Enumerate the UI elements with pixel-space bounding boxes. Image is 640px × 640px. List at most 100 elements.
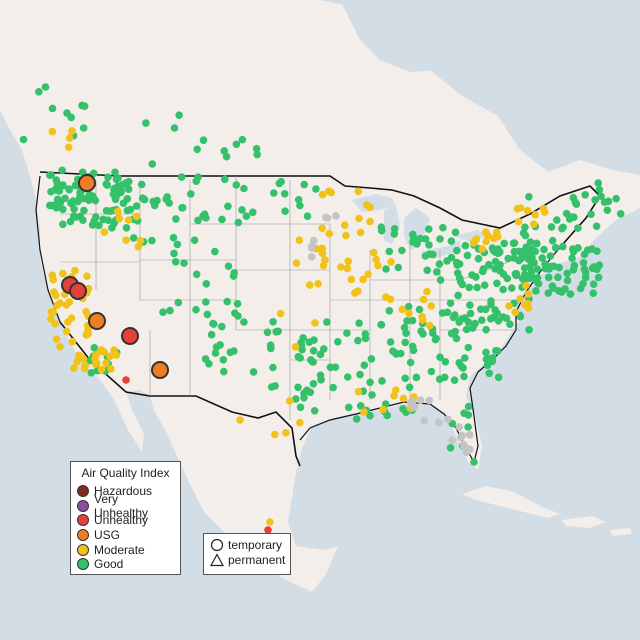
monitor-marker-moderate: [47, 315, 55, 323]
monitor-marker-good: [491, 257, 500, 266]
monitor-markers: [19, 83, 625, 534]
monitor-marker-good: [568, 254, 576, 262]
monitor-marker-good: [440, 373, 449, 382]
monitor-marker-good: [307, 356, 315, 364]
monitor-marker-moderate: [282, 429, 290, 437]
monitor-marker-good: [502, 314, 511, 323]
monitor-marker-moderate: [360, 408, 368, 416]
monitor-marker-good: [477, 305, 485, 314]
monitor-marker-good: [112, 193, 120, 201]
monitor-marker-moderate: [68, 127, 76, 135]
monitor-marker-good: [385, 247, 394, 256]
monitor-marker-good: [222, 152, 231, 161]
large-monitor-markers: [61, 174, 169, 379]
monitor-marker-good: [47, 171, 55, 179]
usg-swatch: [77, 529, 89, 542]
monitor-marker-good: [499, 270, 508, 279]
monitor-marker-moderate: [266, 518, 274, 526]
monitor-marker-good: [425, 241, 433, 249]
monitor-marker-good: [470, 458, 478, 466]
monitor-marker-good: [555, 263, 563, 272]
monitor-marker-no-data: [409, 403, 418, 412]
monitor-marker-moderate: [47, 308, 55, 316]
monitor-marker-good: [595, 185, 604, 194]
monitor-marker-good: [488, 357, 497, 366]
monitor-marker-good: [129, 234, 138, 242]
monitor-marker-good: [518, 250, 527, 259]
monitor-marker-good: [570, 261, 579, 270]
monitor-marker-good: [52, 176, 61, 184]
monitor-marker-good: [59, 205, 67, 214]
monitor-marker-moderate: [91, 360, 100, 369]
monitor-marker-good: [296, 403, 305, 412]
monitor-marker-good: [431, 335, 440, 344]
monitor-marker-good: [242, 212, 251, 220]
monitor-marker-moderate: [83, 272, 91, 281]
legend-item-unhealthy: Unhealthy: [77, 513, 174, 528]
monitor-marker-good: [292, 395, 300, 403]
monitor-marker-good: [329, 383, 337, 392]
monitor-marker-good: [41, 83, 50, 91]
monitor-marker-good: [88, 221, 97, 229]
monitor-marker-moderate: [75, 354, 83, 363]
monitor-marker-good: [589, 280, 598, 289]
monitor-marker-good: [226, 348, 235, 357]
monitor-marker-good: [219, 356, 228, 364]
monitor-marker-unhealthy: [121, 327, 139, 345]
monitor-marker-moderate: [305, 281, 314, 289]
monitor-marker-good: [223, 297, 231, 306]
monitor-marker-good: [331, 363, 340, 372]
monitor-marker-moderate: [59, 269, 67, 278]
legend-title: Air Quality Index: [81, 466, 170, 480]
monitor-marker-moderate: [134, 243, 143, 251]
monitor-marker-moderate: [291, 343, 300, 351]
monitor-marker-good: [55, 187, 64, 195]
monitor-marker-good: [482, 355, 491, 364]
monitor-marker-good: [368, 391, 376, 399]
monitor-marker-no-data: [307, 252, 316, 261]
monitor-marker-good: [280, 190, 289, 198]
monitor-marker-good: [209, 319, 217, 328]
monitor-marker-good: [266, 341, 275, 350]
monitor-marker-good: [408, 342, 417, 351]
monitor-marker-good: [412, 373, 421, 382]
monitor-marker-good: [230, 269, 238, 277]
monitor-marker-good: [521, 223, 529, 232]
hazardous-swatch: [77, 485, 89, 498]
monitor-marker-moderate: [398, 305, 407, 314]
good-swatch: [77, 558, 89, 571]
monitor-marker-good: [541, 264, 550, 273]
monitor-marker-good: [580, 250, 589, 259]
monitor-marker-good: [125, 177, 133, 186]
monitor-marker-moderate: [107, 365, 115, 373]
monitor-marker-moderate: [311, 319, 319, 327]
monitor-marker-moderate: [354, 287, 362, 295]
monitor-marker-moderate: [100, 228, 109, 236]
legend-label: USG: [94, 528, 121, 543]
monitor-marker-good: [464, 423, 472, 431]
monitor-marker-good: [211, 247, 219, 256]
monitor-marker-good: [531, 247, 539, 256]
monitor-marker-moderate: [523, 206, 532, 215]
monitor-marker-good: [170, 124, 179, 132]
monitor-marker-good: [92, 213, 100, 221]
monitor-marker-moderate: [524, 290, 533, 298]
monitor-marker-good: [591, 196, 599, 204]
monitor-marker-good: [159, 308, 167, 317]
monitor-marker-no-data: [444, 415, 452, 424]
monitor-marker-good: [175, 111, 183, 119]
monitor-marker-moderate: [67, 314, 76, 322]
monitor-marker-good: [356, 402, 365, 410]
monitor-marker-good: [192, 305, 200, 314]
monitor-marker-good: [271, 382, 279, 390]
monitor-marker-moderate: [318, 249, 327, 257]
monitor-marker-good: [163, 193, 171, 201]
monitor-marker-good: [401, 374, 410, 383]
monitor-marker-good: [180, 259, 188, 267]
monitor-marker-good: [401, 338, 410, 347]
monitor-marker-good: [485, 260, 493, 269]
monitor-marker-good: [269, 363, 277, 372]
monitor-marker-good: [455, 318, 464, 326]
legend-label: Good: [94, 557, 124, 572]
monitor-marker-good: [532, 287, 540, 295]
